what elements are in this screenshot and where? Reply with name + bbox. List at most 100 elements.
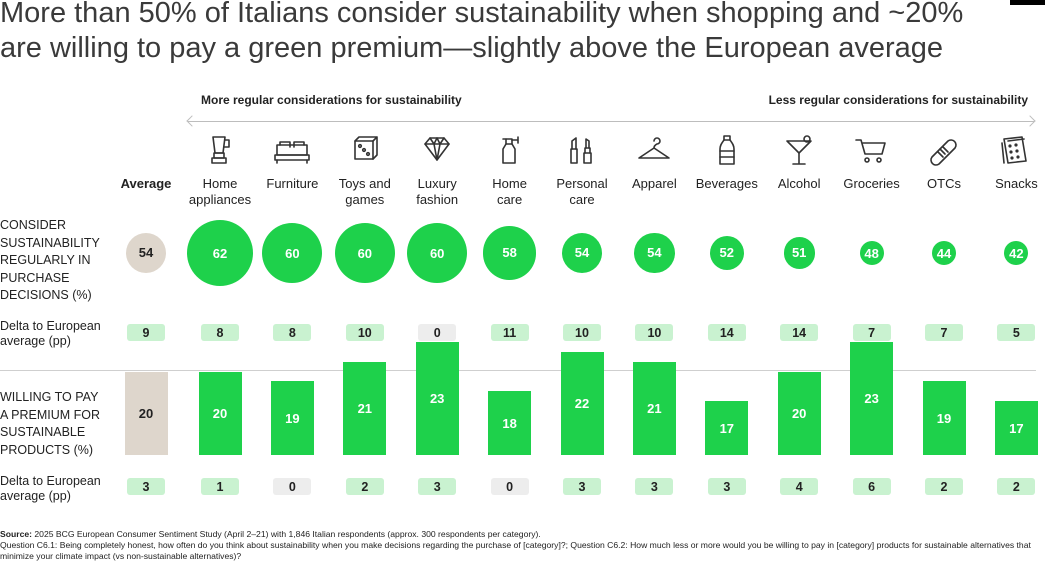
- consider-circle: 44: [932, 241, 956, 265]
- category-label: Home appliances: [180, 176, 260, 208]
- average-consider-circle: 54: [125, 232, 167, 274]
- delta-willing-pill: 1: [201, 478, 239, 495]
- consider-circle: 51: [783, 237, 815, 269]
- row-label-consider-line: SUSTAINABILITY: [0, 235, 100, 250]
- category-label-line: Home: [492, 176, 527, 191]
- delta-willing-pill: 2: [925, 478, 963, 495]
- category-label: Toys and games: [325, 176, 405, 208]
- delta-consider-pill: 10: [345, 324, 384, 341]
- section-divider: [0, 370, 1036, 371]
- consider-circle: 58: [482, 226, 537, 280]
- category-label-line: Beverages: [695, 176, 758, 191]
- willing-bar: 19: [922, 381, 966, 455]
- category-label-line: Personal: [556, 176, 608, 191]
- delta-willing-pill: 0: [490, 478, 529, 495]
- category-label-line: Luxury: [417, 176, 457, 191]
- top-edge-bar: [1010, 0, 1045, 5]
- source-note: Source: 2025 BCG European Consumer Senti…: [0, 529, 1040, 562]
- category-label-line: Snacks: [995, 176, 1038, 191]
- delta-willing-pill: 3: [418, 478, 457, 495]
- category-label-line: fashion: [416, 192, 459, 207]
- row-label-consider-line: PURCHASE: [0, 270, 70, 285]
- delta-consider-pill: 8: [201, 324, 239, 341]
- row-label-willing-line: A PREMIUM FOR: [0, 407, 101, 422]
- delta-willing-pill: 3: [563, 478, 601, 495]
- category-label: Home care: [470, 176, 550, 208]
- header-more-regular: More regular considerations for sustaina…: [201, 93, 462, 107]
- consider-circle: 60: [407, 223, 468, 283]
- category-label-line: Furniture: [266, 176, 319, 191]
- category-label: Alcohol: [759, 176, 839, 192]
- delta-willing-pill: 0: [273, 478, 312, 495]
- category-label-line: Groceries: [843, 176, 900, 191]
- consider-circle: 52: [709, 235, 744, 271]
- consider-circle: 48: [859, 241, 884, 265]
- willing-bar: 23: [415, 342, 459, 455]
- row-label-delta-line: Delta to European: [0, 474, 101, 488]
- willing-bar: 22: [560, 352, 604, 455]
- willing-bar: 18: [488, 391, 532, 455]
- row-label-delta-line: average (pp): [0, 489, 71, 503]
- delta-consider-pill: 0: [418, 324, 457, 341]
- source-label: Source:: [0, 529, 32, 539]
- hanger-icon: [634, 133, 674, 169]
- average-willing-bar: 20: [124, 371, 168, 455]
- page-title: More than 50% of Italians consider susta…: [0, 0, 1045, 66]
- category-label-line: appliances: [188, 192, 252, 207]
- title-line-1: More than 50% of Italians consider susta…: [0, 0, 964, 29]
- category-label: Personal care: [542, 176, 622, 208]
- row-label-delta-line: Delta to European: [0, 319, 101, 333]
- willing-bar: 23: [850, 342, 894, 455]
- row-label-delta-line: average (pp): [0, 334, 71, 348]
- row-label-consider-line: REGULARLY IN: [0, 253, 91, 267]
- delta-consider-pill: 11: [490, 324, 529, 341]
- delta-consider-pill: 10: [563, 324, 601, 341]
- blender-icon: [200, 133, 240, 169]
- consider-circle: 62: [187, 220, 253, 286]
- category-label: Groceries: [832, 176, 912, 192]
- row-label-consider-line: CONSIDER: [0, 218, 66, 232]
- source-text: 2025 BCG European Consumer Sentiment Stu…: [34, 529, 541, 539]
- title-line-2: are willing to pay a green premium—sligh…: [0, 32, 944, 64]
- category-label: OTCs: [904, 176, 984, 192]
- delta-willing-pill: 3: [635, 478, 674, 495]
- category-label: Furniture: [252, 176, 332, 192]
- row-label-willing-line: SUSTAINABLE: [0, 425, 86, 439]
- diamond-icon: [417, 133, 457, 169]
- category-label-line: games: [345, 192, 385, 207]
- category-label-line: Home: [202, 176, 238, 191]
- consider-circle: 60: [262, 223, 323, 283]
- average-column-label: Average: [120, 176, 172, 191]
- crackers-icon: [996, 133, 1036, 169]
- willing-bar: 17: [705, 401, 749, 455]
- delta-consider-pill: 10: [635, 324, 674, 341]
- delta-consider-pill: 5: [997, 324, 1036, 341]
- bed-icon: [272, 133, 312, 169]
- delta-consider-pill: 8: [273, 324, 312, 341]
- delta-consider-pill: 7: [852, 324, 891, 341]
- row-label-consider-line: DECISIONS (%): [0, 288, 92, 302]
- header-less-regular: Less regular considerations for sustaina…: [768, 93, 1028, 107]
- delta-willing-pill: 2: [345, 478, 384, 495]
- delta-consider-pill: 14: [780, 324, 819, 341]
- consider-circle: 42: [1004, 241, 1029, 265]
- willing-bar: 17: [994, 401, 1038, 455]
- cocktail-glass-icon: [779, 133, 819, 169]
- dice-icon: [345, 133, 385, 169]
- willing-bar: 21: [343, 361, 387, 455]
- bandage-icon: [924, 133, 964, 169]
- delta-willing-pill: 2: [997, 478, 1036, 495]
- category-label-line: care: [496, 192, 523, 207]
- row-label-willing-line: WILLING TO PAY: [0, 390, 99, 404]
- delta-consider-pill: 14: [707, 324, 746, 341]
- category-label-line: OTCs: [927, 176, 961, 191]
- willing-bar: 19: [270, 381, 314, 455]
- average-delta-willing-pill: 3: [127, 478, 165, 495]
- row-label-willing-line: PRODUCTS (%): [0, 442, 94, 457]
- delta-willing-pill: 3: [707, 478, 746, 495]
- bottle-icon: [707, 133, 747, 169]
- lipstick-icon: [562, 133, 602, 169]
- category-label-line: care: [569, 192, 595, 207]
- shopping-cart-icon: [852, 133, 892, 169]
- direction-arrow: [188, 121, 1034, 122]
